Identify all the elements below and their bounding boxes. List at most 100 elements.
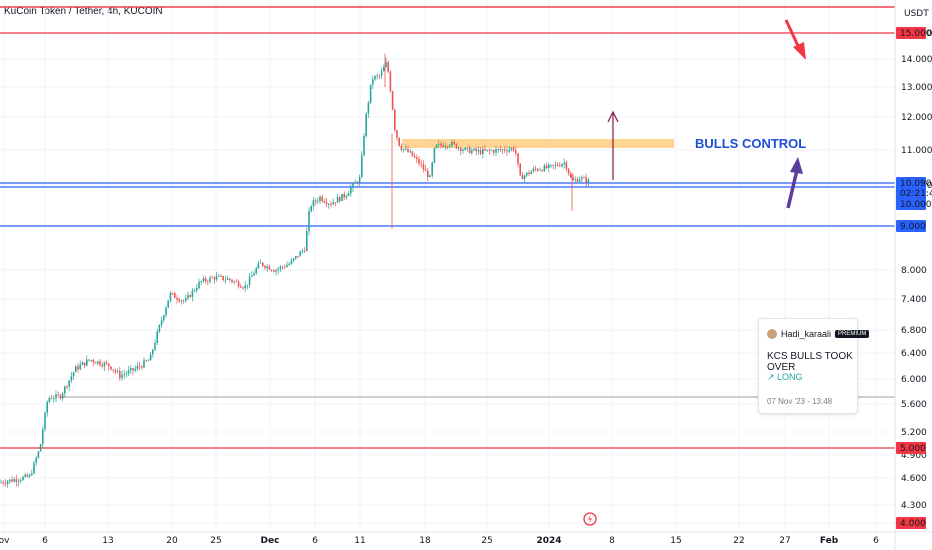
horizontal-lines[interactable] [0, 6, 895, 449]
candle-body [145, 360, 147, 362]
candle-body [20, 480, 22, 481]
candle-body [574, 179, 576, 181]
candle-body [198, 281, 200, 289]
candle-body [28, 475, 31, 477]
candle-body [48, 397, 51, 403]
candle-body [510, 148, 513, 150]
candle-body [242, 287, 244, 289]
candle-body [424, 169, 427, 171]
candle-body [99, 361, 101, 366]
candle-body [497, 149, 499, 150]
candle-body [154, 343, 156, 350]
candle-body [444, 146, 447, 148]
up-arrow-thin[interactable] [607, 110, 619, 180]
time-tick-label: 15 [670, 536, 681, 546]
candle-body [211, 277, 213, 279]
candle-body [572, 177, 574, 181]
resistance-zone[interactable] [402, 139, 674, 148]
candle-body [581, 177, 583, 180]
candle-body [68, 380, 70, 387]
time-tick-label: 27 [779, 536, 790, 546]
candle-body [455, 143, 458, 149]
candle-body [244, 285, 246, 289]
candle-body [13, 479, 15, 482]
candle-body [180, 300, 183, 302]
candle-body [343, 193, 345, 198]
candle-body [119, 371, 121, 378]
candle-body [449, 145, 451, 147]
candle-body [127, 370, 130, 374]
bulls-control-note[interactable]: BULLS CONTROL [695, 136, 806, 151]
candle-body [134, 368, 136, 371]
candle-body [319, 196, 321, 202]
candle-body [130, 368, 132, 371]
candle-body [114, 370, 117, 372]
candle-body [405, 148, 407, 150]
candle-body [171, 293, 174, 294]
candle-body [185, 298, 187, 301]
candle-body [528, 172, 530, 174]
candle-body [66, 386, 68, 388]
candle-body [187, 295, 189, 299]
candle-body [378, 75, 381, 77]
candle-body [330, 204, 332, 205]
candle-body [297, 256, 299, 257]
candle-body [108, 363, 110, 367]
premium-badge: PREMIUM [835, 330, 870, 338]
candle-body [517, 153, 519, 164]
candle-body [277, 268, 279, 271]
currency-label[interactable]: USDT [904, 9, 929, 19]
candle-body [358, 177, 361, 183]
author-name[interactable]: Hadi_karaali [781, 329, 832, 339]
price-axis[interactable]: 15.000 14.000 13.000 12.000 11.000 10.000 9.00… [894, 0, 932, 550]
tradingview-logo-icon[interactable] [583, 512, 597, 526]
candle-body [218, 275, 220, 277]
candle-body [0, 482, 2, 484]
candle-body [229, 278, 231, 280]
candle-body [44, 412, 46, 430]
candle-body [501, 149, 504, 151]
candle-body [264, 265, 266, 268]
candle-body [253, 273, 255, 276]
candle-body [477, 150, 480, 152]
candle-body [350, 187, 352, 194]
candle-body [103, 362, 106, 367]
price-tick-label: 6.000 [901, 375, 927, 385]
candle-body [105, 362, 108, 364]
idea-card[interactable]: Hadi_karaali PREMIUM KCS BULLS TOOK OVER… [758, 318, 870, 414]
candle-body [86, 359, 88, 366]
candle-body [543, 165, 546, 172]
candle-body [6, 481, 9, 484]
candle-body [550, 164, 552, 166]
price-badge [896, 187, 926, 199]
candle-body [149, 354, 152, 361]
candles [0, 53, 590, 488]
up-arrow-purple[interactable] [786, 157, 803, 209]
price-tick-label: 13.000 [901, 83, 932, 93]
candle-body [163, 315, 165, 321]
time-axis[interactable]: ov 6 13 20 25 Dec 6 11 18 25 2024 8 15 22 27 Feb 6 [0, 531, 932, 546]
candle-body [391, 91, 394, 110]
candle-body [53, 398, 55, 400]
candle-body [453, 142, 455, 144]
candle-body [132, 368, 134, 371]
candle-body [295, 256, 297, 259]
down-arrow-red[interactable] [784, 19, 806, 60]
candle-body [347, 193, 350, 196]
candle-body [75, 366, 77, 373]
price-tick-label: 4.900 [901, 451, 927, 461]
candle-body [446, 146, 449, 148]
candle-body [24, 474, 26, 477]
time-tick-label: 11 [354, 536, 365, 546]
price-badge [896, 517, 926, 529]
idea-title[interactable]: KCS BULLS TOOK OVER [767, 351, 853, 373]
candle-body [174, 293, 176, 298]
candle-body [237, 281, 240, 287]
price-tick-label: 6.400 [901, 349, 927, 359]
candle-body [402, 149, 405, 150]
candle-body [387, 62, 389, 72]
candle-body [354, 182, 356, 183]
candle-body [136, 366, 139, 369]
candle-body [336, 197, 339, 203]
